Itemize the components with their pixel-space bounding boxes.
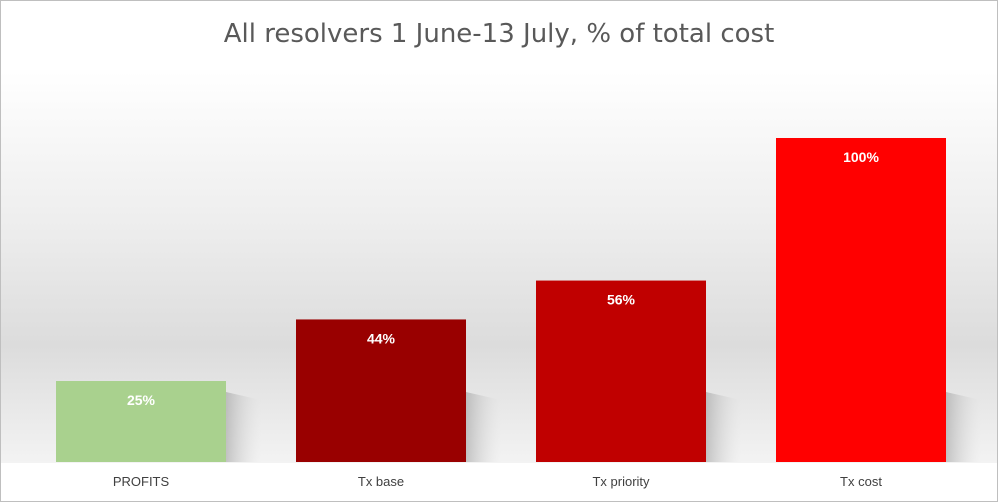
x-tick-label: Tx cost [840,474,882,489]
bar-tx-base [296,319,466,462]
data-label: 100% [843,149,879,165]
bar-profits [56,381,226,462]
bar-shadow [466,392,501,462]
data-label: 56% [607,292,636,308]
data-label: 25% [127,392,156,408]
bar-shadow [706,392,741,462]
chart-title: All resolvers 1 June-13 July, % of total… [223,19,775,49]
x-tick-label: PROFITS [113,474,170,489]
x-tick-label: Tx base [358,474,404,489]
x-tick-label: Tx priority [592,474,650,489]
bar-shadow [226,392,261,462]
bar-tx-priority [536,280,706,462]
bar-tx-cost [776,138,946,462]
bar-shadow [946,392,981,462]
data-label: 44% [367,330,396,346]
